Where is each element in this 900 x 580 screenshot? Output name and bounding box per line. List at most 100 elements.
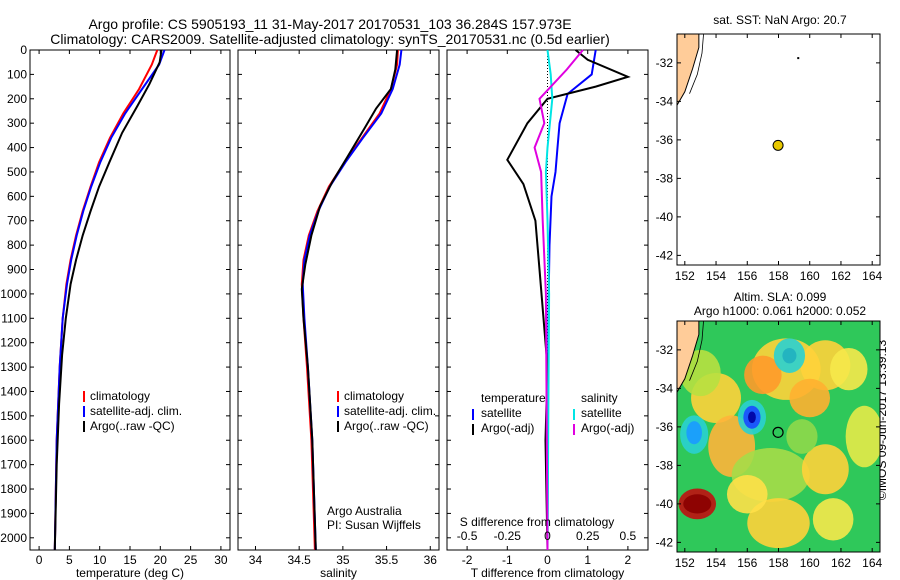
x-axis-label: T difference from climatology xyxy=(471,566,625,580)
y-tick-label: 300 xyxy=(7,116,27,130)
map-y-tick-label: -38 xyxy=(656,171,674,185)
series-line-argoadj xyxy=(533,49,584,551)
sla-blob xyxy=(789,378,831,418)
series-line-satelliteadjclim xyxy=(301,49,403,551)
map-y-tick-label: -40 xyxy=(656,497,674,511)
y-tick-label: 0 xyxy=(20,43,27,57)
map-x-tick-label: 162 xyxy=(831,556,851,570)
sla-map-subtitle: Argo h1000: 0.061 h2000: 0.052 xyxy=(694,304,866,318)
isobath-line xyxy=(689,321,704,381)
map-x-tick-label: 160 xyxy=(800,556,820,570)
y-tick-label: 1500 xyxy=(0,409,27,423)
legend-label: satellite xyxy=(481,406,522,420)
sla-blob xyxy=(845,405,880,468)
y-tick-label: 1100 xyxy=(1,311,27,325)
series-line-argoadj xyxy=(506,49,631,551)
annotation-text: PI: Susan Wijffels xyxy=(327,518,421,532)
plot-title-line1: Argo profile: CS 5905193_11 31-May-2017 … xyxy=(88,16,572,32)
x-tick-label: -2 xyxy=(462,553,473,567)
x-tick-label: 25 xyxy=(184,553,198,567)
series-line-satellite xyxy=(544,49,554,551)
legend-label: satellite-adj. clim. xyxy=(90,404,182,418)
plot-title-line2: Climatology: CARS2009. Satellite-adjuste… xyxy=(50,31,610,47)
series-line-climatology xyxy=(300,49,399,551)
legend-label: climatology xyxy=(344,389,404,403)
isobath-line xyxy=(689,34,704,94)
map-y-tick-label: -38 xyxy=(656,458,674,472)
x-tick-label: 2 xyxy=(625,553,632,567)
sla-blob xyxy=(782,347,797,364)
map-y-tick-label: -32 xyxy=(656,56,674,70)
legend-label: climatology xyxy=(90,389,150,403)
x-axis-label: temperature (deg C) xyxy=(76,566,184,580)
legend-label: Argo(-adj) xyxy=(481,421,534,435)
map-content xyxy=(677,321,880,552)
y-tick-label: 1700 xyxy=(0,458,27,472)
x-tick-label: 36 xyxy=(424,553,438,567)
map-y-tick-label: -40 xyxy=(656,210,674,224)
data-point xyxy=(797,57,800,60)
map-y-tick-label: -32 xyxy=(656,343,674,357)
y-tick-label: 900 xyxy=(7,263,27,277)
series-line-satellite xyxy=(546,49,597,551)
map-x-tick-label: 152 xyxy=(675,269,695,283)
sla-map-title: Altim. SLA: 0.099 xyxy=(734,290,827,304)
x-tick-label: 34.5 xyxy=(287,553,311,567)
sla-blob xyxy=(686,421,702,445)
series-line-argorawqc xyxy=(53,49,163,551)
series-line-satelliteadjclim xyxy=(53,49,166,551)
map-x-tick-label: 164 xyxy=(862,269,882,283)
sla-blob xyxy=(830,347,868,391)
y-tick-label: 1400 xyxy=(0,384,27,398)
map-x-tick-label: 164 xyxy=(862,556,882,570)
map-content xyxy=(677,34,704,107)
top-x-tick-label: -0.5 xyxy=(457,529,478,543)
y-tick-label: 1200 xyxy=(0,336,27,350)
y-tick-label: 500 xyxy=(7,165,27,179)
map-x-tick-label: 152 xyxy=(675,556,695,570)
y-tick-label: 1800 xyxy=(0,482,27,496)
map-y-tick-label: -42 xyxy=(656,248,674,262)
map-x-tick-label: 154 xyxy=(706,269,726,283)
map-x-tick-label: 154 xyxy=(706,556,726,570)
map-x-tick-label: 158 xyxy=(768,269,788,283)
map-x-tick-label: 156 xyxy=(737,269,757,283)
sst-map-title: sat. SST: NaN Argo: 20.7 xyxy=(713,13,847,27)
y-tick-label: 200 xyxy=(7,92,27,106)
map-x-tick-label: 160 xyxy=(800,269,820,283)
map-y-tick-label: -36 xyxy=(656,420,674,434)
y-tick-label: 1600 xyxy=(0,433,27,447)
legend-label: satellite xyxy=(581,406,622,420)
y-tick-label: 2000 xyxy=(0,531,27,545)
map-x-tick-label: 162 xyxy=(831,269,851,283)
sla-blob xyxy=(812,498,854,541)
sla-blob xyxy=(744,355,782,395)
y-tick-label: 600 xyxy=(7,189,27,203)
y-tick-label: 400 xyxy=(7,141,27,155)
panel-frame xyxy=(237,49,440,551)
y-tick-label: 1000 xyxy=(0,287,27,301)
top-x-tick-label: 0.5 xyxy=(620,529,637,543)
y-tick-label: 100 xyxy=(7,67,27,81)
sla-blob xyxy=(747,498,810,549)
float-marker xyxy=(772,426,784,438)
sla-blob xyxy=(748,411,756,424)
map-y-tick-label: -42 xyxy=(656,535,674,549)
map-y-tick-label: -34 xyxy=(656,94,674,108)
map-x-tick-label: 156 xyxy=(737,556,757,570)
map-y-tick-label: -34 xyxy=(656,381,674,395)
y-tick-label: 700 xyxy=(7,214,27,228)
x-tick-label: 30 xyxy=(214,553,228,567)
map-x-tick-label: 158 xyxy=(768,556,788,570)
legend-group-title: salinity xyxy=(581,391,618,405)
top-x-tick-label: 0.25 xyxy=(576,529,600,543)
legend-label: satellite-adj. clim. xyxy=(344,404,436,418)
top-x-tick-label: 0 xyxy=(544,529,551,543)
map-y-tick-label: -36 xyxy=(656,133,674,147)
x-tick-label: -1 xyxy=(502,553,513,567)
x-tick-label: 5 xyxy=(66,553,73,567)
sla-blob xyxy=(683,494,712,514)
sla-blob xyxy=(726,475,768,514)
y-tick-label: 1900 xyxy=(0,506,27,520)
